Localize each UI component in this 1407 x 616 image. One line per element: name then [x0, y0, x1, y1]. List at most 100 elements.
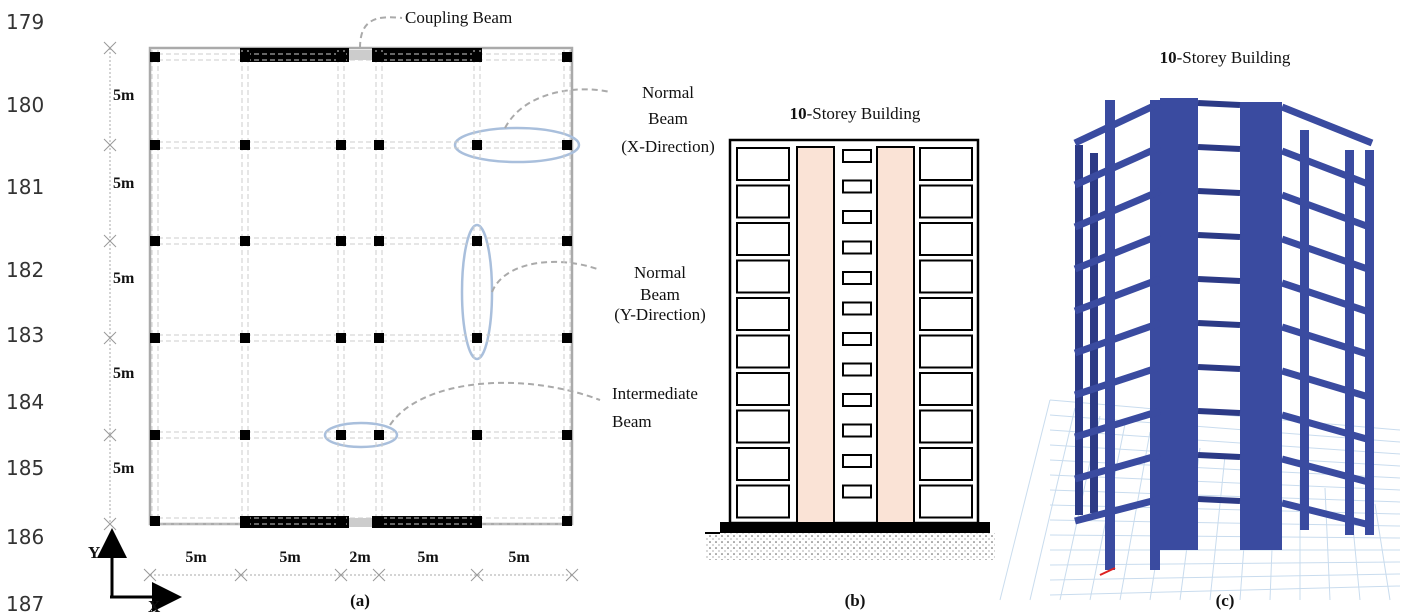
window	[737, 148, 789, 180]
beam	[1075, 191, 1160, 227]
title-text: -Storey Building	[807, 104, 921, 123]
annotation: Normal	[634, 263, 686, 282]
beam	[1198, 411, 1240, 413]
column	[472, 333, 482, 343]
window	[920, 148, 972, 180]
small-window	[843, 181, 871, 193]
small-window	[843, 303, 871, 315]
dimension-tick	[104, 518, 116, 530]
dimension-tick	[335, 569, 347, 581]
column	[150, 236, 160, 246]
beam	[1075, 323, 1160, 353]
small-window	[843, 242, 871, 254]
beam	[1198, 191, 1240, 193]
column	[336, 430, 346, 440]
foundation	[720, 522, 990, 533]
beam	[1198, 455, 1240, 457]
column	[374, 236, 384, 246]
window	[737, 223, 789, 255]
3d-model: 10-Storey Building (c)	[1000, 48, 1400, 610]
column	[1075, 145, 1083, 515]
leader	[360, 17, 402, 48]
window	[737, 448, 789, 480]
caption: (b)	[845, 591, 866, 610]
window	[737, 336, 789, 368]
small-window	[843, 394, 871, 406]
column	[240, 333, 250, 343]
dimension-label: 5m	[185, 549, 207, 566]
leader	[492, 262, 600, 292]
annotation: Beam	[640, 285, 680, 304]
column	[1090, 153, 1098, 513]
coupling-beam	[349, 50, 372, 60]
column	[374, 140, 384, 150]
shear-wall	[1240, 102, 1282, 550]
ground	[705, 533, 995, 560]
small-window	[843, 455, 871, 467]
dimension-tick	[235, 569, 247, 581]
ground-grid	[1050, 562, 1400, 565]
plan-outline	[150, 48, 572, 524]
beam	[1282, 459, 1372, 483]
beam	[1198, 499, 1240, 501]
window	[920, 186, 972, 218]
line-number: 181	[6, 175, 44, 199]
line-number: 186	[6, 525, 44, 549]
window	[737, 261, 789, 293]
small-window	[843, 272, 871, 284]
beam	[1282, 371, 1372, 398]
dimension-label: 5m	[508, 549, 530, 566]
column	[472, 430, 482, 440]
window	[737, 411, 789, 443]
dimension-label: 5m	[113, 175, 135, 192]
title-bold: 10	[790, 104, 807, 123]
beam	[1282, 195, 1372, 228]
window	[920, 223, 972, 255]
beam	[1198, 147, 1240, 149]
beam	[1075, 103, 1160, 143]
column	[562, 140, 572, 150]
window	[737, 373, 789, 405]
shear-wall	[797, 147, 834, 523]
ground-grid	[1325, 488, 1330, 600]
beam	[1075, 411, 1160, 437]
annotation: Intermediate	[612, 384, 698, 403]
panel-title: 10-Storey Building	[790, 104, 921, 123]
shear-wall	[1160, 98, 1198, 550]
column	[240, 430, 250, 440]
window	[737, 486, 789, 518]
line-number: 180	[6, 93, 44, 117]
dimension-label: 5m	[113, 365, 135, 382]
beam	[1198, 323, 1240, 325]
axis-label: X	[148, 597, 161, 616]
column	[472, 52, 482, 62]
caption: (a)	[350, 591, 370, 610]
column	[150, 333, 160, 343]
window	[920, 298, 972, 330]
column	[150, 140, 160, 150]
elevation: 10-Storey Building (b)	[705, 104, 995, 610]
window	[920, 486, 972, 518]
line-number: 182	[6, 258, 44, 282]
beam	[1075, 367, 1160, 395]
beam	[1282, 283, 1372, 313]
ground-grid	[1375, 504, 1390, 600]
window	[737, 186, 789, 218]
dimension-label: 5m	[113, 460, 135, 477]
beam	[1282, 327, 1372, 356]
figure: 179180181182183184185186187 Coupling Bea…	[0, 0, 1407, 616]
column	[240, 516, 250, 526]
beam	[1282, 107, 1372, 143]
column	[150, 516, 160, 526]
dimension-label: 5m	[113, 87, 135, 104]
leader	[505, 89, 610, 128]
window	[920, 411, 972, 443]
title-text: -Storey Building	[1177, 48, 1291, 67]
column	[150, 430, 160, 440]
annotation: (X-Direction)	[621, 137, 714, 156]
column	[336, 333, 346, 343]
line-number: 179	[6, 10, 44, 34]
line-number: 185	[6, 456, 44, 480]
annotation: Normal	[642, 83, 694, 102]
